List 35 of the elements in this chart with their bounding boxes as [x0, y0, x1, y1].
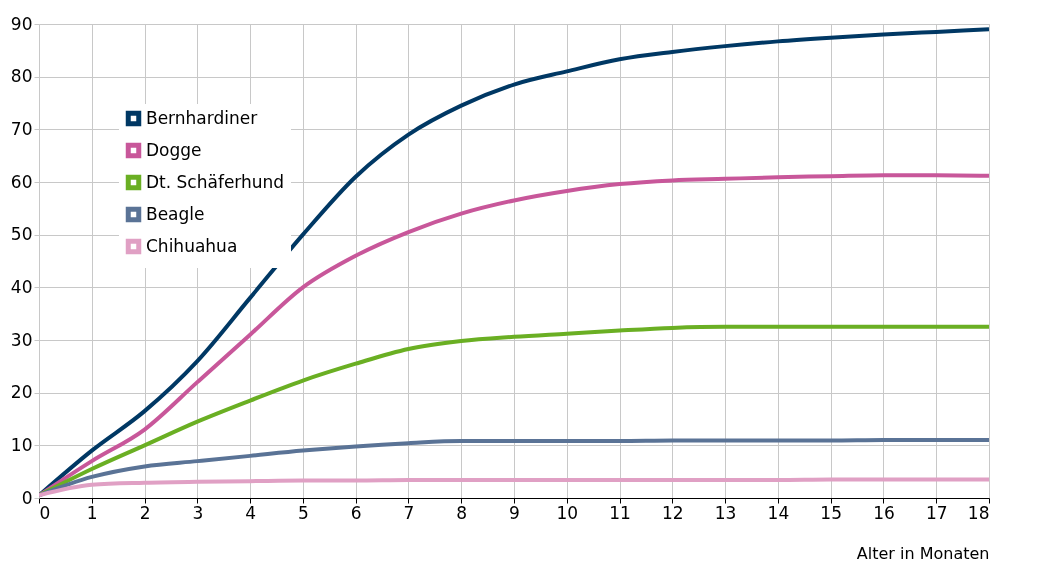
x-tick-label: 8	[456, 502, 468, 523]
legend-label: Beagle	[146, 203, 205, 224]
y-tick-label: 70	[10, 118, 33, 139]
x-tick-label: 6	[350, 502, 362, 523]
y-tick-label: 20	[10, 382, 33, 403]
x-tick-label: 11	[609, 502, 631, 523]
y-tick-label: 90	[10, 13, 33, 34]
legend-label: Dogge	[146, 139, 202, 160]
x-axis-title: Alter in Monaten	[856, 543, 990, 563]
x-tick-label: 7	[403, 502, 415, 523]
x-tick-label: 17	[925, 502, 948, 523]
y-tick-label: 50	[10, 224, 33, 245]
x-tick-label: 2	[139, 502, 151, 523]
y-tick-label: 60	[10, 171, 33, 192]
x-tick-label: 16	[873, 502, 895, 523]
legend-label: Bernhardiner	[146, 107, 258, 128]
x-tick-label: 0	[39, 502, 51, 523]
y-tick-label: 30	[10, 329, 33, 350]
x-tick-label: 10	[556, 502, 579, 523]
x-tick-label: 14	[767, 502, 790, 523]
x-tick-label: 12	[662, 502, 684, 523]
y-tick-label: 10	[10, 434, 33, 455]
x-tick-label: 1	[86, 502, 98, 523]
x-tick-label: 5	[297, 502, 309, 523]
x-tick-label: 9	[509, 502, 520, 523]
y-tick-label: 80	[10, 66, 33, 87]
x-tick-label: 18	[967, 502, 990, 523]
x-tick-label: 13	[714, 502, 737, 523]
y-tick-label: 40	[10, 276, 33, 297]
legend-label: Dt. Schäferhund	[146, 171, 285, 192]
x-tick-label: 15	[820, 502, 842, 523]
x-tick-label: 4	[245, 502, 257, 523]
legend-label: Chihuahua	[146, 235, 238, 256]
x-tick-label: 3	[192, 502, 204, 523]
y-tick-label: 0	[21, 487, 33, 508]
